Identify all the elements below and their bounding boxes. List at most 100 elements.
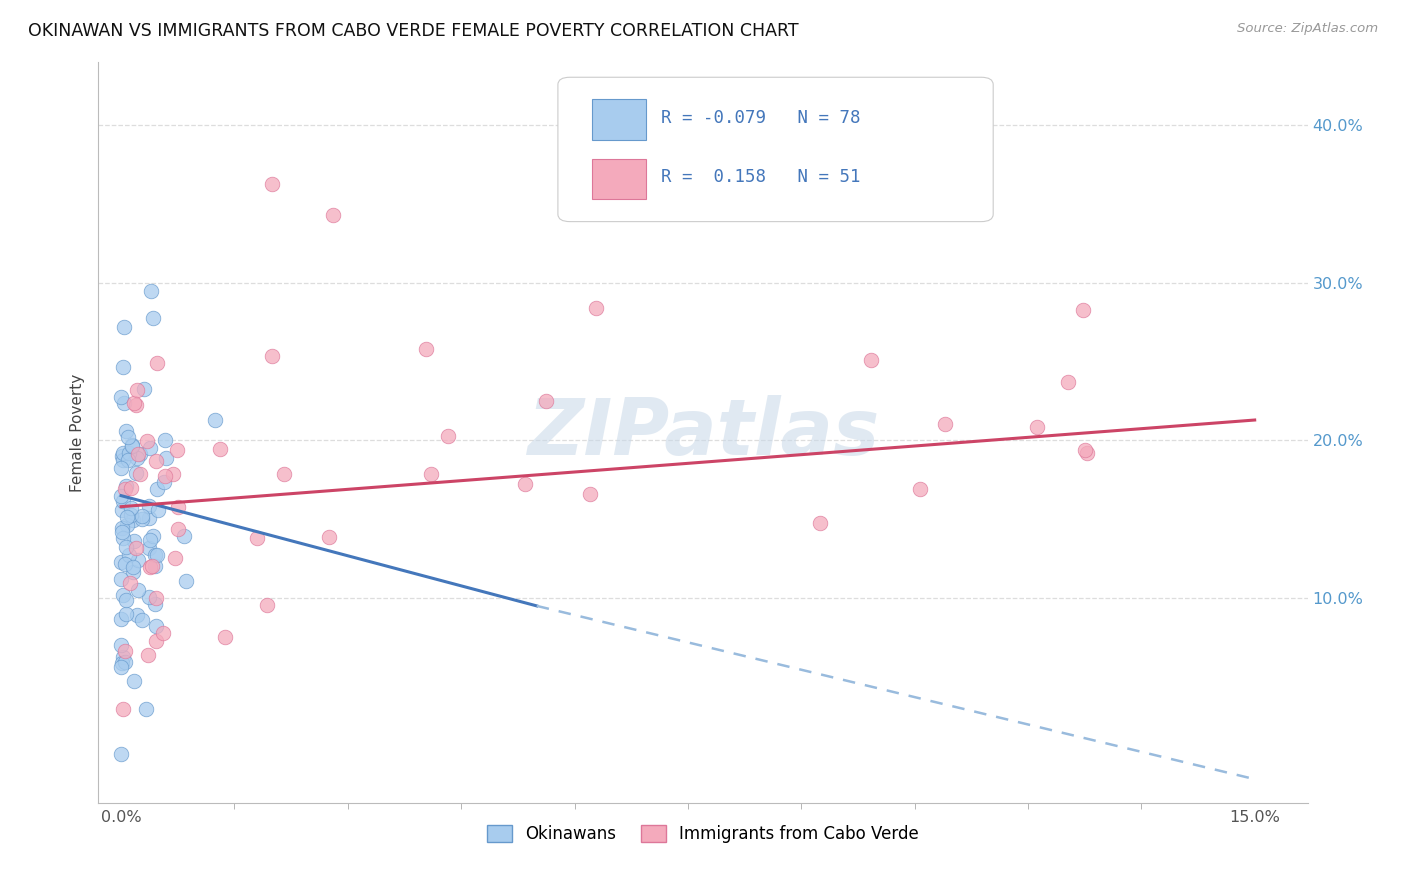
Point [112, 446, 135, 460]
Point [415, 342, 437, 356]
Point [114, 558, 136, 572]
Point [138, 590, 160, 604]
Point [115, 509, 138, 524]
Point [143, 597, 166, 611]
Point [142, 310, 165, 325]
Text: Source: ZipAtlas.com: Source: ZipAtlas.com [1237, 22, 1378, 36]
Point [128, 467, 150, 481]
Point [115, 607, 138, 621]
Point [246, 531, 269, 545]
Point [110, 489, 132, 503]
Point [122, 673, 145, 688]
Point [120, 481, 142, 495]
Point [1076, 446, 1098, 460]
Point [515, 477, 537, 491]
Point [121, 565, 143, 579]
Point [110, 747, 132, 761]
Point [112, 493, 135, 508]
Point [419, 467, 441, 482]
Point [115, 424, 138, 438]
Legend: Okinawans, Immigrants from Cabo Verde: Okinawans, Immigrants from Cabo Verde [479, 819, 927, 850]
Point [167, 522, 190, 536]
Point [125, 398, 148, 412]
Point [214, 630, 236, 644]
Point [165, 551, 187, 566]
Point [143, 558, 166, 573]
Point [112, 360, 135, 375]
Point [162, 467, 184, 481]
Point [115, 517, 138, 532]
Point [153, 433, 176, 447]
Point [122, 513, 145, 527]
Point [166, 443, 188, 458]
Point [176, 574, 198, 588]
Point [111, 656, 134, 670]
Point [146, 482, 169, 496]
Point [173, 529, 195, 543]
Point [110, 503, 132, 517]
Point [117, 430, 139, 444]
Point [131, 512, 153, 526]
Point [204, 413, 226, 427]
Point [112, 395, 135, 409]
Point [115, 540, 138, 554]
Point [129, 447, 152, 461]
Point [125, 384, 148, 398]
Point [138, 533, 160, 548]
Point [114, 644, 136, 658]
Point [934, 417, 956, 431]
Point [120, 500, 142, 515]
Point [125, 608, 148, 623]
Point [1026, 419, 1049, 434]
Point [209, 442, 232, 457]
Point [127, 582, 149, 597]
Point [118, 576, 141, 591]
Point [112, 588, 135, 602]
Point [112, 650, 135, 665]
Point [808, 516, 831, 530]
Point [120, 508, 142, 523]
Point [111, 450, 134, 464]
Point [153, 475, 176, 489]
Point [579, 486, 602, 500]
Point [1074, 443, 1097, 458]
Point [318, 530, 340, 544]
Point [146, 357, 169, 371]
Point [585, 301, 607, 315]
Point [110, 460, 132, 475]
Point [111, 532, 134, 546]
Point [138, 541, 160, 555]
Point [1071, 303, 1094, 318]
Point [117, 453, 139, 467]
Point [110, 638, 132, 652]
Point [155, 451, 177, 466]
Point [110, 390, 132, 404]
FancyBboxPatch shape [592, 99, 647, 140]
Point [132, 382, 155, 396]
Point [125, 467, 148, 481]
Point [152, 626, 174, 640]
Point [118, 549, 141, 563]
Point [110, 555, 132, 569]
Point [322, 208, 344, 222]
Point [115, 593, 138, 607]
Point [138, 500, 160, 514]
Point [260, 349, 283, 363]
Point [155, 469, 177, 483]
Point [135, 434, 157, 448]
Point [145, 618, 167, 632]
Point [114, 320, 136, 334]
Y-axis label: Female Poverty: Female Poverty [70, 374, 86, 491]
Point [122, 559, 145, 574]
Point [141, 284, 163, 298]
Point [117, 446, 139, 460]
Point [111, 525, 134, 540]
Point [145, 454, 167, 468]
Point [131, 509, 153, 524]
Point [111, 702, 134, 716]
Point [138, 648, 160, 662]
Point [110, 572, 132, 586]
FancyBboxPatch shape [558, 78, 993, 221]
Point [111, 521, 134, 535]
Point [114, 655, 136, 669]
